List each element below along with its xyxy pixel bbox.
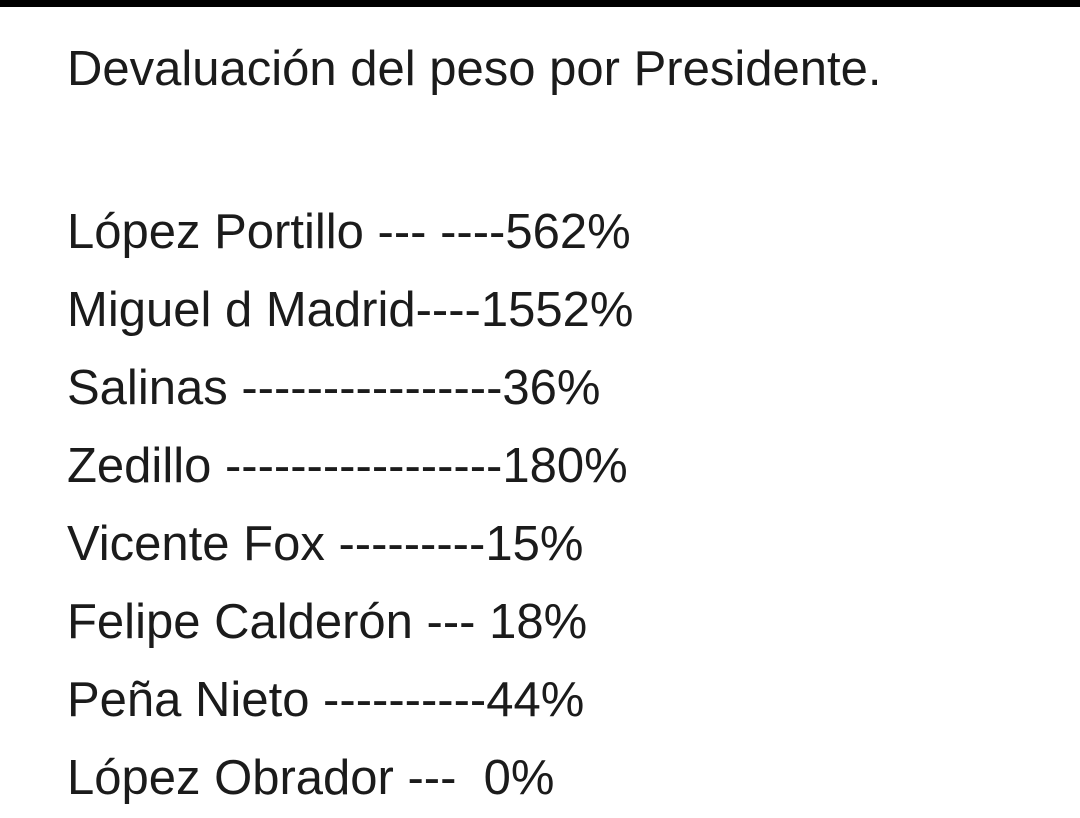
post-title: Devaluación del peso por Presidente.: [67, 42, 882, 96]
list-item-felipe-calderon: Felipe Calderón --- 18%: [67, 595, 588, 649]
post-text-block: Devaluación del peso por Presidente. Lóp…: [67, 38, 1067, 805]
list-item-lopez-portillo: López Portillo --- ----562%: [67, 205, 631, 259]
list-item-salinas: Salinas ----------------36%: [67, 361, 601, 415]
list-item-vicente-fox: Vicente Fox ---------15%: [67, 517, 584, 571]
list-item-lopez-obrador: López Obrador --- 0%: [67, 751, 555, 805]
list-item-zedillo: Zedillo -----------------180%: [67, 439, 628, 493]
top-edge-bar: [0, 0, 1080, 7]
list-item-miguel-de-la-madrid: Miguel d Madrid----1552%: [67, 283, 634, 337]
list-item-pena-nieto: Peña Nieto ----------44%: [67, 673, 585, 727]
devaluation-list: López Portillo --- ----562% Miguel d Mad…: [67, 193, 633, 817]
